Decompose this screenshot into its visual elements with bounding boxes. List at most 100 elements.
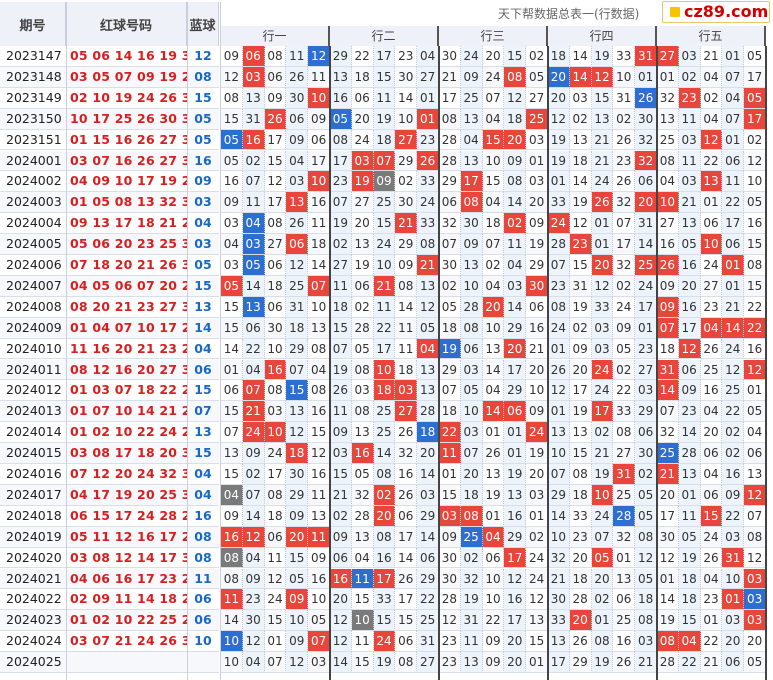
number-cell: 18	[264, 505, 287, 527]
number-cell: 26	[264, 108, 287, 130]
number-cell: 20	[744, 631, 766, 653]
blue-number-cell: 16	[187, 505, 219, 527]
issue-cell: 2024014	[0, 422, 66, 444]
red-numbers-cell: 01 05 08 13 32 33	[66, 192, 199, 214]
number-cell: 18	[482, 213, 505, 235]
number-cell: 20	[351, 108, 374, 130]
number-cell: 06	[439, 192, 461, 214]
number-cell: 14	[221, 338, 243, 360]
number-cell: 09	[330, 526, 352, 548]
number-cell: 09	[460, 234, 483, 255]
red-numbers-cell: 07 18 20 21 26 32	[66, 255, 199, 276]
number-cell: 11	[351, 568, 374, 590]
number-cell: 11	[221, 589, 243, 611]
number-cell: 06	[417, 547, 439, 569]
number-cell: 06	[242, 317, 265, 339]
blue-number-cell: 08	[187, 526, 219, 548]
number-cell: 20	[417, 443, 439, 464]
number-cell: 26	[395, 568, 418, 590]
number-cell: 12	[286, 255, 309, 276]
blue-number-cell	[187, 652, 219, 673]
number-cell: 08	[264, 46, 287, 67]
number-cell: 12	[744, 547, 766, 569]
number-cell: 22	[242, 338, 265, 360]
number-cell: 03	[395, 380, 418, 402]
number-cell: 27	[417, 66, 439, 88]
number-cell: 25	[700, 359, 723, 381]
number-cell: 10	[548, 443, 570, 464]
number-cell: 15	[351, 589, 374, 611]
number-cell: 08	[264, 213, 287, 235]
number-cell: 19	[569, 401, 592, 423]
number-cell: 21	[722, 296, 745, 318]
number-cell: 11	[351, 631, 374, 653]
red-numbers-cell: 01 04 07 10 17 23	[66, 317, 199, 339]
number-cell: 30	[286, 464, 309, 485]
number-cell: 06	[635, 422, 657, 444]
number-cell: 15	[351, 652, 374, 673]
number-cell: 19	[482, 484, 505, 506]
number-cell: 25	[635, 255, 657, 276]
number-cell: 13	[242, 296, 265, 318]
number-cell: 06	[700, 213, 723, 235]
number-cell: 14	[395, 296, 418, 318]
number-cell: 21	[657, 464, 679, 485]
blue-number-cell: 08	[187, 66, 219, 88]
number-cell: 03	[744, 610, 766, 632]
number-cell: 15	[744, 234, 766, 255]
number-cell: 20	[591, 255, 614, 276]
number-cell: 02	[526, 526, 548, 548]
number-cell: 13	[308, 317, 330, 339]
number-cell: 30	[635, 443, 657, 464]
number-cell: 06	[744, 443, 766, 464]
number-cell: 23	[548, 275, 570, 297]
number-cell: 04	[242, 547, 265, 569]
number-cell: 14	[635, 234, 657, 255]
blue-number-cell: 13	[187, 296, 219, 318]
number-cell: 19	[373, 108, 396, 130]
number-cell: 09	[526, 401, 548, 423]
number-cell: 16	[330, 87, 352, 109]
number-cell: 23	[613, 150, 636, 172]
number-cell: 04	[700, 464, 723, 485]
number-cell: 07	[439, 234, 461, 255]
number-cell: 13	[460, 652, 483, 673]
blue-number-cell: 06	[187, 610, 219, 632]
number-cell: 16	[351, 443, 374, 464]
number-cell: 03	[351, 380, 374, 402]
number-cell: 03	[635, 380, 657, 402]
number-cell: 12	[744, 359, 766, 381]
number-cell: 15	[221, 401, 243, 423]
number-cell: 26	[700, 547, 723, 569]
number-cell: 19	[504, 464, 527, 485]
number-cell: 19	[678, 547, 701, 569]
number-cell: 19	[460, 589, 483, 611]
number-cell: 32	[548, 547, 570, 569]
number-cell: 07	[548, 255, 570, 276]
number-cell: 13	[460, 150, 483, 172]
number-cell: 17	[635, 296, 657, 318]
number-cell: 25	[460, 87, 483, 109]
number-cell: 14	[569, 46, 592, 67]
number-cell: 10	[373, 255, 396, 276]
number-cell: 10	[700, 234, 723, 255]
number-cell: 12	[700, 129, 723, 151]
number-cell: 24	[613, 296, 636, 318]
number-cell: 15	[264, 150, 287, 172]
number-cell: 20	[504, 631, 527, 653]
number-cell: 17	[744, 66, 766, 88]
number-cell: 08	[395, 652, 418, 673]
number-cell: 10	[526, 380, 548, 402]
number-cell: 15	[330, 317, 352, 339]
number-cell: 25	[526, 108, 548, 130]
number-cell: 24	[591, 359, 614, 381]
number-cell: 13	[526, 610, 548, 632]
number-cell: 06	[460, 338, 483, 360]
number-cell: 27	[395, 401, 418, 423]
number-cell: 06	[264, 66, 287, 88]
issue-cell: 2023150	[0, 108, 66, 130]
blue-number-cell: 14	[187, 317, 219, 339]
issue-cell: 2024013	[0, 401, 66, 423]
number-cell: 32	[613, 192, 636, 214]
number-cell: 01	[657, 66, 679, 88]
